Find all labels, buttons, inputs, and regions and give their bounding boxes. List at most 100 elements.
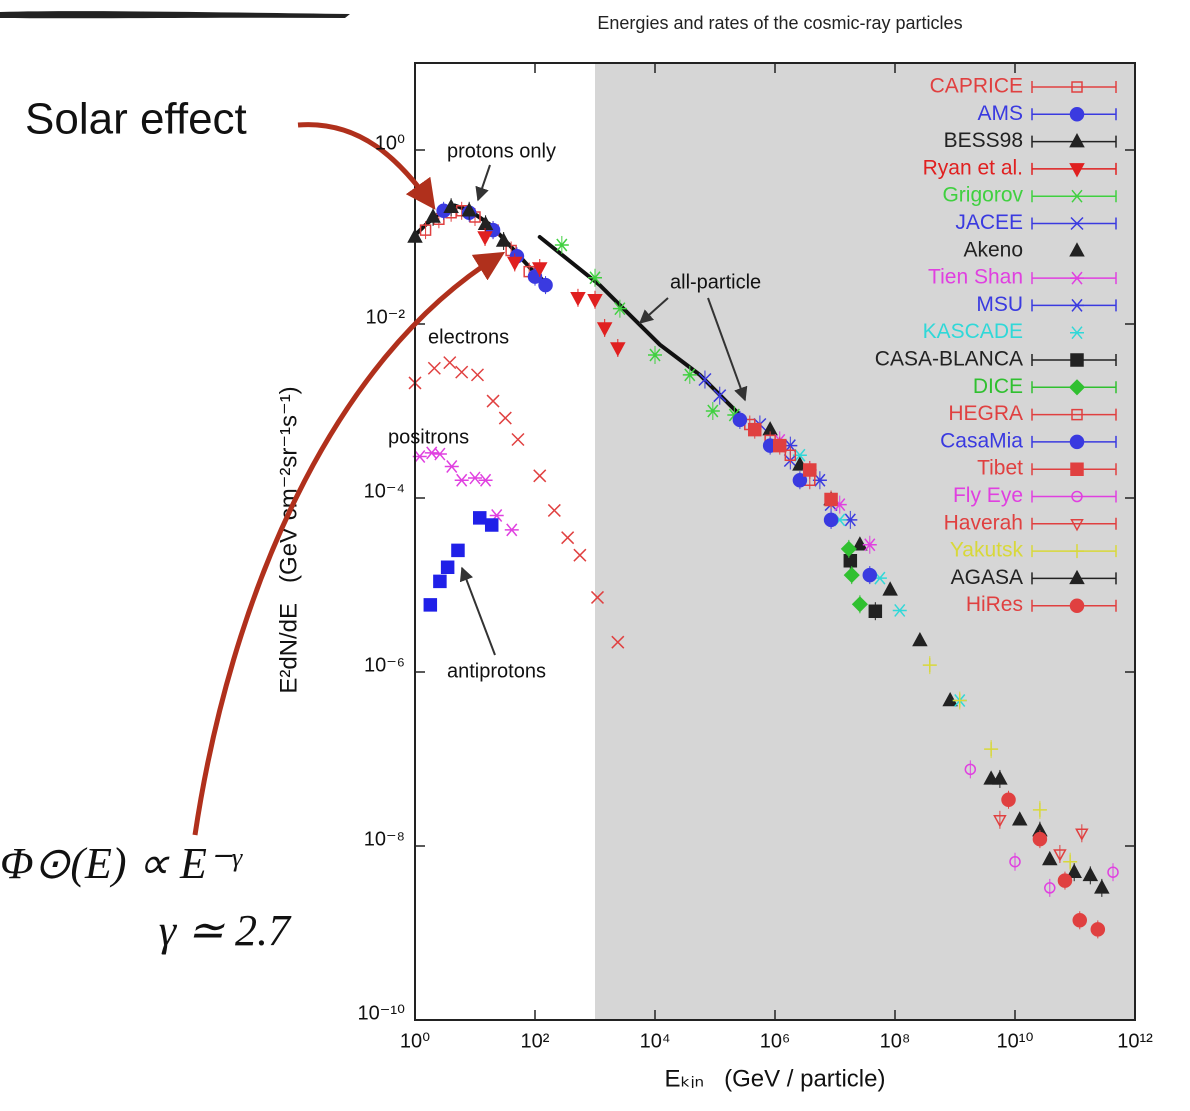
data-point: [732, 412, 748, 428]
data-point: [1032, 831, 1048, 847]
gamma-note: γ ≃ 2.7: [159, 906, 292, 955]
data-point: [468, 471, 482, 485]
legend-errorbar: [1031, 81, 1117, 93]
data-point: [427, 361, 441, 375]
data-point: [1072, 913, 1088, 928]
data-point: [596, 322, 613, 337]
data-point: [507, 256, 523, 272]
data-point: [440, 560, 455, 574]
data-point: [698, 372, 712, 387]
data-point: [705, 404, 720, 418]
legend-label: JACEE: [955, 211, 1023, 234]
data-point: [784, 449, 797, 462]
annotation-arrow: [475, 164, 491, 202]
legend-label: Fly Eye: [953, 484, 1023, 507]
y-tick-label: 10⁻⁸: [364, 828, 405, 850]
legend-marker: [1070, 271, 1084, 285]
spectrum-arrow: [192, 251, 506, 836]
data-point: [984, 742, 999, 757]
data-point: [451, 543, 465, 558]
data-point: [610, 342, 626, 357]
x-tick-label: 10⁸: [880, 1030, 911, 1052]
spectrum-curve: [537, 235, 742, 417]
legend-label: HEGRA: [948, 402, 1023, 425]
data-point: [419, 224, 432, 236]
legend-marker: [1069, 242, 1085, 257]
data-point: [587, 293, 603, 309]
legend-label: AMS: [977, 102, 1023, 125]
data-point: [792, 472, 808, 488]
data-point: [611, 635, 625, 649]
data-point: [461, 202, 477, 217]
data-point: [486, 394, 500, 408]
legend-label: Ryan et al.: [923, 156, 1023, 179]
data-point: [570, 292, 586, 307]
x-tick-label: 10⁶: [760, 1030, 790, 1052]
data-point: [843, 553, 858, 568]
data-point: [477, 215, 494, 231]
legend-label: KASCADE: [923, 320, 1023, 343]
data-point: [851, 596, 868, 613]
legend-marker: [1069, 133, 1085, 148]
data-point: [1044, 882, 1056, 894]
legend-marker: [1070, 326, 1084, 340]
x-tick-label: 10⁰: [400, 1030, 430, 1052]
annotation: positrons: [388, 426, 469, 448]
x-tick-label: 10¹²: [1117, 1030, 1153, 1052]
data-point: [748, 422, 762, 437]
annotation: all-particle: [670, 271, 761, 293]
data-point: [1063, 854, 1078, 869]
data-point: [648, 348, 662, 362]
data-point: [454, 473, 469, 487]
data-point: [432, 447, 447, 461]
data-point: [892, 603, 907, 617]
y-tick-label: 10⁰: [375, 132, 405, 154]
legend-marker: [1069, 107, 1085, 122]
data-point: [425, 208, 441, 223]
data-point: [547, 503, 561, 517]
data-point: [1094, 879, 1110, 894]
data-point: [682, 368, 697, 382]
legend-label: BESS98: [944, 129, 1023, 152]
legend-marker: [1070, 544, 1084, 559]
data-point: [612, 302, 627, 316]
legend-errorbar: [1031, 408, 1117, 421]
legend-label: CasaMia: [940, 429, 1023, 452]
legend-marker: [1071, 408, 1083, 421]
data-point: [773, 438, 787, 453]
legend-marker: [1069, 163, 1085, 178]
data-point: [573, 548, 587, 562]
data-point: [882, 581, 898, 596]
annotation-arrow: [459, 566, 496, 656]
data-point: [942, 691, 958, 707]
data-point: [473, 511, 487, 525]
y-axis-label: E²dN/dE (GeV cm⁻²sr⁻¹s⁻¹): [275, 386, 302, 693]
data-point: [495, 232, 512, 247]
legend-label: Yakutsk: [950, 539, 1024, 562]
solar-effect-note: Solar effect: [25, 95, 247, 144]
data-point: [1090, 922, 1106, 937]
data-point: [843, 567, 860, 584]
data-point: [504, 523, 519, 537]
data-point: [1075, 828, 1089, 841]
data-point: [477, 231, 493, 246]
legend-marker: [1070, 353, 1084, 367]
legend-errorbar: [1031, 217, 1117, 230]
legend-label: Haverah: [944, 511, 1023, 534]
data-point: [590, 590, 605, 604]
legend-label: HiRes: [966, 593, 1023, 616]
y-tick-label: 10⁻⁴: [364, 480, 405, 502]
shaded-region: [595, 63, 1135, 1020]
data-point: [588, 271, 602, 285]
data-point: [823, 512, 839, 528]
data-point: [992, 770, 1008, 785]
data-point: [1001, 792, 1016, 808]
legend-label: Grigorov: [942, 184, 1023, 207]
legend-marker: [1070, 189, 1084, 203]
legend-marker: [1069, 434, 1085, 450]
data-point: [1107, 866, 1119, 878]
plot-frame: [414, 62, 1136, 1021]
y-tick-label: 10⁻¹⁰: [358, 1002, 405, 1024]
data-point: [538, 277, 553, 293]
data-point: [1032, 802, 1047, 817]
